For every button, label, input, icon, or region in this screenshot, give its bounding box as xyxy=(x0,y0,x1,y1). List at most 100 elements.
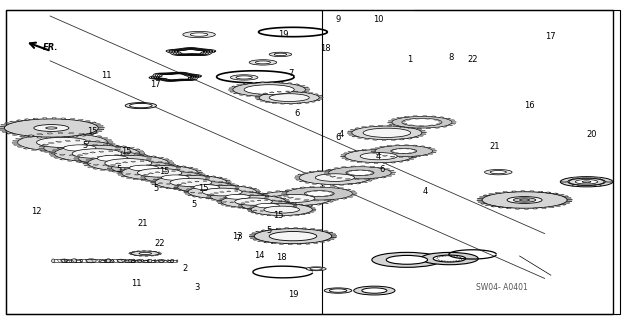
Ellipse shape xyxy=(324,288,352,293)
Polygon shape xyxy=(481,203,486,204)
Polygon shape xyxy=(200,174,205,175)
Polygon shape xyxy=(181,183,186,184)
Polygon shape xyxy=(270,204,276,206)
Ellipse shape xyxy=(575,180,598,184)
Polygon shape xyxy=(416,129,422,130)
Polygon shape xyxy=(238,202,241,203)
Polygon shape xyxy=(294,205,297,206)
Polygon shape xyxy=(295,190,299,191)
Polygon shape xyxy=(274,215,277,216)
Polygon shape xyxy=(157,178,163,179)
Polygon shape xyxy=(133,255,137,256)
Polygon shape xyxy=(105,152,111,154)
Polygon shape xyxy=(106,144,113,145)
Polygon shape xyxy=(242,208,247,209)
Ellipse shape xyxy=(155,175,227,189)
Polygon shape xyxy=(274,97,278,98)
Polygon shape xyxy=(503,191,508,193)
Polygon shape xyxy=(312,242,318,244)
Polygon shape xyxy=(138,165,143,166)
Polygon shape xyxy=(243,83,249,84)
Ellipse shape xyxy=(242,201,294,211)
Polygon shape xyxy=(121,176,126,177)
Polygon shape xyxy=(249,191,254,192)
Polygon shape xyxy=(445,118,451,119)
Ellipse shape xyxy=(131,251,159,256)
Polygon shape xyxy=(256,191,260,192)
Polygon shape xyxy=(198,172,203,173)
Text: 15: 15 xyxy=(198,184,208,193)
Polygon shape xyxy=(160,173,166,174)
Polygon shape xyxy=(146,170,151,171)
Polygon shape xyxy=(408,128,413,129)
Polygon shape xyxy=(184,192,188,193)
Polygon shape xyxy=(217,177,222,178)
Ellipse shape xyxy=(78,152,147,165)
Polygon shape xyxy=(167,172,173,173)
Polygon shape xyxy=(345,189,351,190)
Polygon shape xyxy=(393,149,396,150)
Ellipse shape xyxy=(329,289,347,292)
Polygon shape xyxy=(175,183,179,184)
Ellipse shape xyxy=(482,192,567,208)
Polygon shape xyxy=(305,89,310,90)
Polygon shape xyxy=(267,215,271,216)
Polygon shape xyxy=(86,134,93,135)
Polygon shape xyxy=(351,174,354,175)
Polygon shape xyxy=(399,127,405,128)
Polygon shape xyxy=(197,181,202,182)
Polygon shape xyxy=(240,203,245,204)
Polygon shape xyxy=(404,126,409,127)
Polygon shape xyxy=(338,188,344,189)
Polygon shape xyxy=(166,188,171,189)
Polygon shape xyxy=(246,95,252,97)
Polygon shape xyxy=(274,210,278,211)
Polygon shape xyxy=(262,199,267,200)
Polygon shape xyxy=(417,128,421,129)
Polygon shape xyxy=(165,166,171,167)
Ellipse shape xyxy=(18,134,108,151)
Polygon shape xyxy=(408,156,412,157)
Polygon shape xyxy=(409,125,414,126)
Polygon shape xyxy=(253,194,258,195)
Polygon shape xyxy=(530,191,534,192)
Polygon shape xyxy=(19,135,26,137)
Polygon shape xyxy=(289,244,292,245)
Polygon shape xyxy=(428,154,433,155)
Polygon shape xyxy=(93,164,99,165)
Polygon shape xyxy=(176,167,181,168)
Ellipse shape xyxy=(264,206,299,213)
Ellipse shape xyxy=(106,259,111,263)
Polygon shape xyxy=(260,214,265,215)
Polygon shape xyxy=(411,127,416,128)
Polygon shape xyxy=(221,192,226,193)
Polygon shape xyxy=(255,192,260,193)
Polygon shape xyxy=(170,164,176,165)
Ellipse shape xyxy=(177,260,178,262)
Polygon shape xyxy=(258,204,262,205)
Text: 6: 6 xyxy=(379,165,384,174)
Polygon shape xyxy=(208,198,212,199)
Polygon shape xyxy=(362,182,367,183)
Polygon shape xyxy=(57,148,64,149)
Ellipse shape xyxy=(392,116,452,128)
Polygon shape xyxy=(175,169,180,170)
Polygon shape xyxy=(351,195,357,196)
Polygon shape xyxy=(506,208,511,209)
Polygon shape xyxy=(140,161,144,162)
Polygon shape xyxy=(106,162,112,163)
Polygon shape xyxy=(234,185,239,186)
Polygon shape xyxy=(483,195,489,196)
Polygon shape xyxy=(309,228,315,230)
Polygon shape xyxy=(270,82,274,83)
Polygon shape xyxy=(121,146,127,147)
Polygon shape xyxy=(89,155,95,156)
Text: 11: 11 xyxy=(101,71,111,80)
Text: 14: 14 xyxy=(255,252,265,260)
Polygon shape xyxy=(150,182,155,183)
Polygon shape xyxy=(140,153,145,154)
Polygon shape xyxy=(431,152,436,153)
Polygon shape xyxy=(101,137,108,139)
Polygon shape xyxy=(379,146,385,147)
Polygon shape xyxy=(142,161,148,162)
